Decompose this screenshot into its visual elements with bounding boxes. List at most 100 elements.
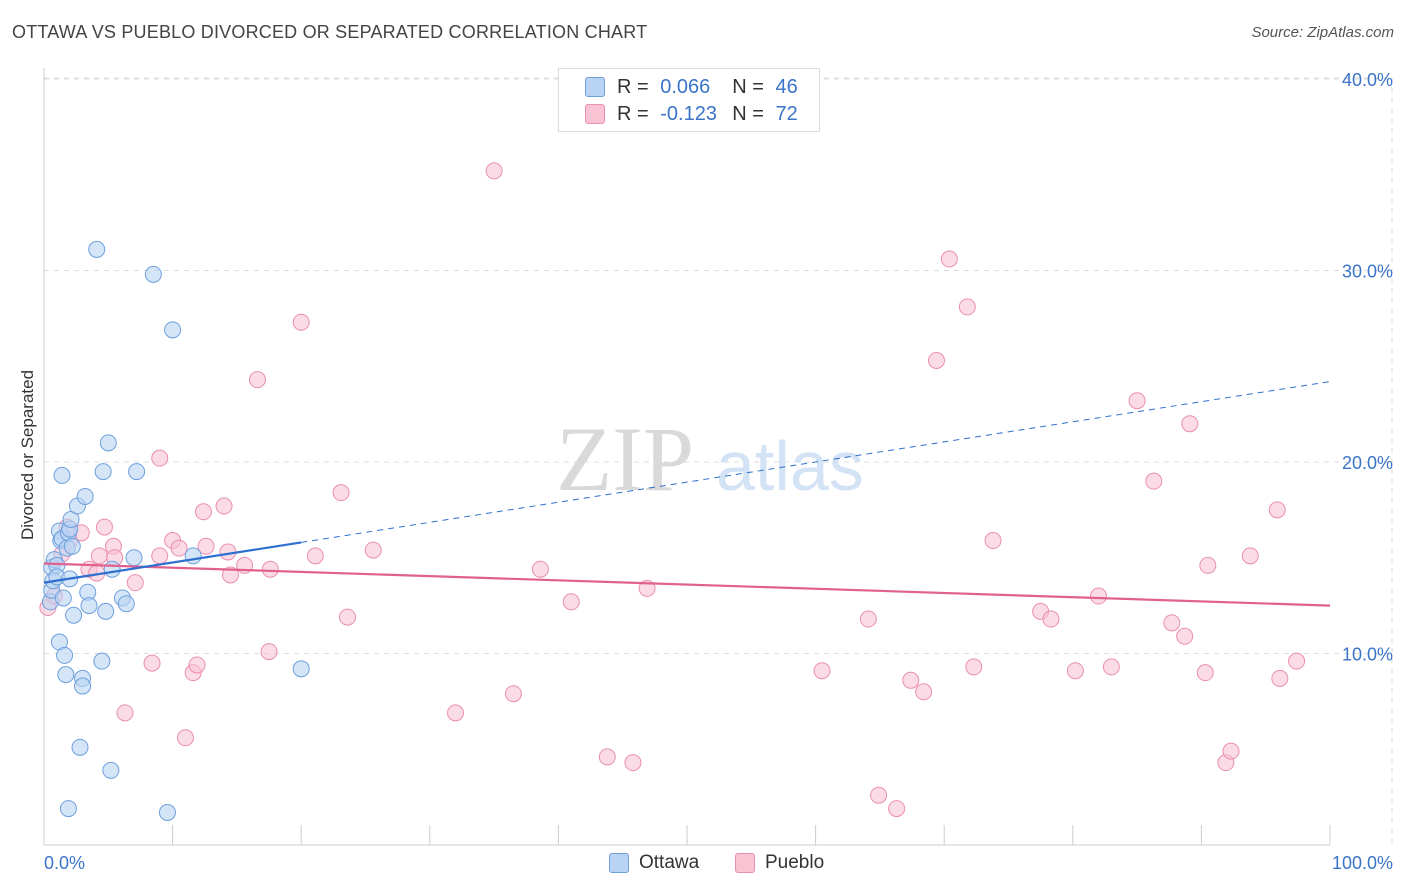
legend-row-ottawa: R = 0.066 N = 46 bbox=[585, 75, 798, 99]
pueblo-point-16 bbox=[151, 547, 169, 565]
watermark: ZIP atlas bbox=[556, 408, 864, 510]
ottawa-point-33 bbox=[97, 602, 115, 620]
pueblo-point-37 bbox=[485, 162, 503, 180]
ottawa-point-14 bbox=[57, 666, 75, 684]
pueblo-point-21 bbox=[188, 656, 206, 674]
pueblo-point-19 bbox=[176, 729, 194, 747]
pueblo-point-22 bbox=[194, 503, 212, 521]
ottawa-trend-line bbox=[43, 541, 302, 584]
pueblo-point-23 bbox=[197, 537, 215, 555]
ottawa-legend-swatch bbox=[609, 853, 629, 873]
pueblo-point-72 bbox=[1288, 652, 1306, 670]
series-legend: Ottawa Pueblo bbox=[0, 852, 1406, 876]
source-label: Source: ZipAtlas.com bbox=[1251, 24, 1394, 41]
pueblo-point-38 bbox=[504, 685, 522, 703]
ottawa-point-36 bbox=[103, 560, 121, 578]
pueblo-point-24 bbox=[215, 497, 233, 515]
ottawa-point-45 bbox=[292, 660, 310, 678]
pueblo-point-49 bbox=[915, 683, 933, 701]
correlation-legend: R = 0.066 N = 46 R = -0.123 N = 72 bbox=[558, 68, 820, 132]
ottawa-point-24 bbox=[71, 738, 89, 756]
ottawa-n-value: 46 bbox=[775, 75, 798, 98]
pueblo-point-39 bbox=[531, 560, 549, 578]
legend-r-label: R = bbox=[617, 102, 649, 125]
watermark-atlas: atlas bbox=[716, 427, 864, 505]
legend-item-pueblo[interactable]: Pueblo bbox=[735, 852, 824, 874]
ottawa-point-43 bbox=[164, 321, 182, 339]
pueblo-point-34 bbox=[338, 608, 356, 626]
pueblo-point-32 bbox=[306, 547, 324, 565]
ottawa-point-30 bbox=[88, 240, 106, 258]
pueblo-point-18 bbox=[170, 539, 188, 557]
y-tick-label-10: 10.0% bbox=[1342, 645, 1393, 665]
tick-labels: 10.0% 20.0% 30.0% 40.0% 0.0% 100.0% bbox=[44, 70, 1393, 873]
ottawa-point-17 bbox=[59, 800, 77, 818]
pueblo-point-46 bbox=[870, 786, 888, 804]
legend-row-pueblo: R = -0.123 N = 72 bbox=[585, 102, 798, 126]
ottawa-point-31 bbox=[93, 652, 111, 670]
pueblo-point-9 bbox=[95, 518, 113, 536]
ottawa-point-39 bbox=[125, 549, 143, 567]
pueblo-point-59 bbox=[1102, 658, 1120, 676]
axes bbox=[43, 68, 1331, 846]
ottawa-point-27 bbox=[76, 487, 94, 505]
pueblo-swatch bbox=[585, 104, 605, 124]
pueblo-point-52 bbox=[958, 298, 976, 316]
ottawa-point-12 bbox=[54, 589, 72, 607]
y-axis-label: Divorced or Separated bbox=[18, 369, 37, 541]
ottawa-point-26 bbox=[74, 677, 92, 695]
pueblo-legend-label: Pueblo bbox=[765, 852, 825, 873]
pueblo-point-58 bbox=[1090, 587, 1108, 605]
ottawa-point-40 bbox=[128, 463, 146, 481]
pueblo-point-44 bbox=[813, 662, 831, 680]
ottawa-point-32 bbox=[94, 463, 112, 481]
legend-item-ottawa[interactable]: Ottawa bbox=[609, 852, 699, 874]
pueblo-point-68 bbox=[1222, 742, 1240, 760]
pueblo-point-71 bbox=[1271, 669, 1289, 687]
ottawa-point-11 bbox=[53, 466, 71, 484]
ottawa-point-41 bbox=[144, 265, 162, 283]
ottawa-legend-label: Ottawa bbox=[639, 852, 700, 873]
pueblo-point-57 bbox=[1066, 662, 1084, 680]
ottawa-trend-extension bbox=[301, 381, 1331, 543]
pueblo-point-69 bbox=[1241, 547, 1259, 565]
pueblo-point-12 bbox=[116, 704, 134, 722]
pueblo-point-26 bbox=[221, 566, 239, 584]
pueblo-point-56 bbox=[1042, 610, 1060, 628]
pueblo-point-15 bbox=[151, 449, 169, 467]
x-tick-label-0: 0.0% bbox=[44, 853, 85, 873]
pueblo-r-value: -0.123 bbox=[660, 102, 717, 125]
pueblo-trend-line bbox=[43, 562, 1331, 607]
legend-n-label: N = bbox=[732, 102, 764, 125]
pueblo-point-48 bbox=[902, 671, 920, 689]
ottawa-point-42 bbox=[158, 803, 176, 821]
pueblo-point-63 bbox=[1176, 627, 1194, 645]
ottawa-point-13 bbox=[56, 646, 74, 664]
pueblo-point-35 bbox=[364, 541, 382, 559]
ottawa-swatch bbox=[585, 77, 605, 97]
pueblo-point-45 bbox=[859, 610, 877, 628]
pueblo-point-62 bbox=[1163, 614, 1181, 632]
pueblo-point-50 bbox=[927, 352, 945, 370]
pueblo-point-47 bbox=[888, 800, 906, 818]
pueblo-point-54 bbox=[984, 532, 1002, 550]
pueblo-point-60 bbox=[1128, 392, 1146, 410]
ottawa-point-22 bbox=[65, 606, 83, 624]
pueblo-point-65 bbox=[1196, 664, 1214, 682]
watermark-zip: ZIP bbox=[556, 408, 694, 510]
y-tick-label-20: 20.0% bbox=[1342, 453, 1393, 473]
pueblo-point-30 bbox=[261, 560, 279, 578]
pueblo-point-36 bbox=[447, 704, 465, 722]
pueblo-point-53 bbox=[965, 658, 983, 676]
pueblo-point-33 bbox=[332, 484, 350, 502]
pueblo-point-13 bbox=[126, 574, 144, 592]
chart-title: OTTAWA VS PUEBLO DIVORCED OR SEPARATED C… bbox=[12, 22, 648, 42]
pueblo-legend-swatch bbox=[735, 853, 755, 873]
pueblo-point-70 bbox=[1268, 501, 1286, 519]
legend-n-label: N = bbox=[732, 75, 764, 98]
data-points bbox=[39, 162, 1306, 821]
x-tick-label-100: 100.0% bbox=[1332, 853, 1393, 873]
legend-r-label: R = bbox=[617, 75, 649, 98]
ottawa-point-21 bbox=[63, 537, 81, 555]
y-tick-label-40: 40.0% bbox=[1342, 70, 1393, 90]
